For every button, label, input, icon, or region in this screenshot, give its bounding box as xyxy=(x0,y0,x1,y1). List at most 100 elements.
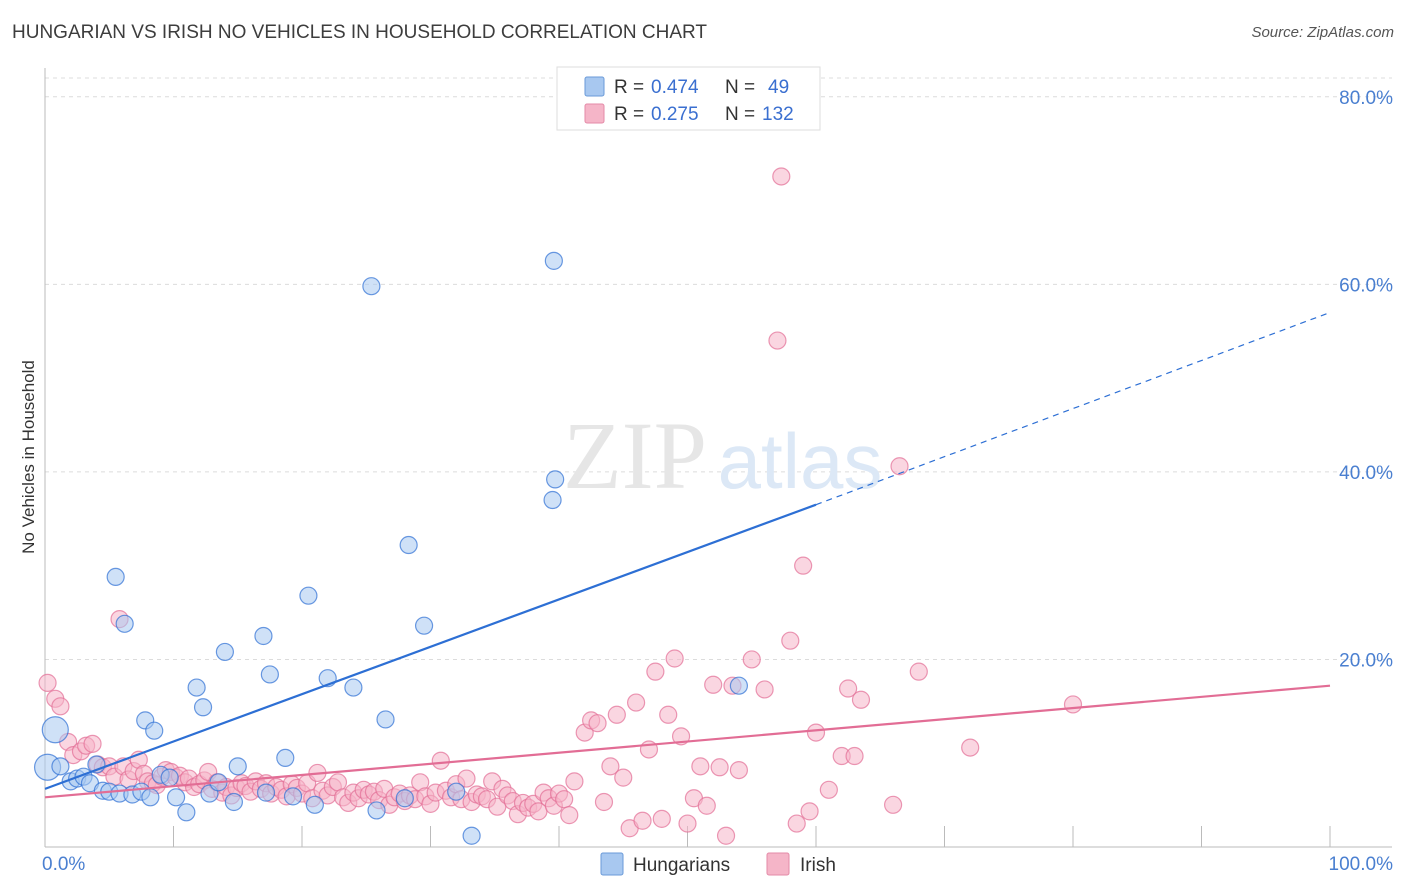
hungarian-trend-line xyxy=(44,503,817,790)
irish-point xyxy=(781,631,800,650)
chart-title: HUNGARIAN VS IRISH NO VEHICLES IN HOUSEH… xyxy=(12,22,708,43)
irish-point xyxy=(787,814,806,833)
irish-point xyxy=(614,768,633,787)
irish-point xyxy=(633,811,652,830)
hungarian-point xyxy=(729,676,749,695)
hungarian-point xyxy=(51,757,70,776)
irish-point xyxy=(794,556,813,575)
irish-point xyxy=(704,675,723,694)
irish-series xyxy=(38,167,1083,845)
hungarian-point xyxy=(254,626,273,646)
hungarian-point xyxy=(224,792,243,812)
hungarian-point xyxy=(299,586,318,605)
hungarian-point xyxy=(362,277,381,296)
irish-trend-line xyxy=(44,684,1331,799)
legend-n-label: N = xyxy=(725,104,755,125)
irish-point xyxy=(729,760,749,780)
irish-point xyxy=(626,693,646,712)
irish-point xyxy=(742,650,761,669)
y-axis-label: No Vehicles in Household xyxy=(19,360,38,554)
irish-point xyxy=(601,757,620,776)
y-tick-label: 20.0% xyxy=(1339,650,1393,671)
irish-point xyxy=(909,662,928,681)
y-tick-label: 80.0% xyxy=(1339,88,1393,109)
legend-bottom: Hungarians Irish xyxy=(600,852,836,876)
gridlines xyxy=(45,77,1392,660)
legend-swatch-hungarians xyxy=(600,852,624,876)
irish-point xyxy=(883,795,903,814)
irish-point xyxy=(800,802,819,821)
legend-r-value: 0.474 xyxy=(651,77,699,98)
irish-point xyxy=(716,826,736,845)
hungarian-point xyxy=(215,642,234,662)
tick-labels: 20.0% 40.0% 60.0% 80.0% 0.0% 100.0% xyxy=(42,88,1393,875)
irish-point xyxy=(607,705,626,724)
irish-point xyxy=(755,680,774,699)
irish-point xyxy=(819,780,838,799)
legend-r-label: R = xyxy=(614,77,644,98)
irish-point xyxy=(678,814,697,833)
legend-n-value: 132 xyxy=(762,104,794,125)
irish-point xyxy=(646,662,665,681)
hungarian-point xyxy=(141,788,160,807)
irish-point xyxy=(691,757,710,776)
irish-point xyxy=(768,331,787,350)
axes xyxy=(44,68,1392,848)
hungarian-point xyxy=(305,795,324,814)
x-tick-label: 0.0% xyxy=(42,854,85,875)
hungarian-point xyxy=(414,616,434,635)
watermark: ZIP atlas xyxy=(563,402,882,509)
hungarian-point xyxy=(41,716,69,744)
legend-row-irish: R = 0.275 N = 132 xyxy=(584,103,794,125)
legend-n-label: N = xyxy=(725,77,755,98)
hungarian-point xyxy=(395,789,414,808)
legend-label-irish: Irish xyxy=(800,855,836,876)
hungarian-point xyxy=(193,698,213,717)
legend-swatch-irish xyxy=(766,852,790,876)
hungarian-point xyxy=(260,665,279,684)
irish-point xyxy=(845,746,864,766)
legend-n-value: 49 xyxy=(768,77,789,98)
y-tick-label: 40.0% xyxy=(1339,463,1393,484)
y-tick-label: 60.0% xyxy=(1339,275,1393,296)
hungarian-trend-extension xyxy=(815,311,1331,506)
irish-point xyxy=(565,772,584,791)
irish-point xyxy=(890,457,909,476)
hungarian-point xyxy=(283,787,303,806)
hungarian-point xyxy=(276,748,295,768)
hungarian-point xyxy=(106,567,125,587)
hungarian-series xyxy=(33,251,749,845)
irish-point xyxy=(659,705,678,724)
irish-point xyxy=(560,806,579,825)
x-tick-label: 100.0% xyxy=(1329,854,1394,875)
hungarian-point xyxy=(177,803,196,822)
trend-lines xyxy=(44,311,1331,799)
watermark-atlas: atlas xyxy=(718,417,883,505)
irish-point xyxy=(851,690,871,709)
legend-top: R = 0.474 N = 49 R = 0.275 N = 132 xyxy=(556,66,821,131)
irish-point xyxy=(697,796,716,815)
irish-point xyxy=(665,649,684,668)
irish-point xyxy=(588,714,607,733)
hungarian-point xyxy=(145,721,164,740)
legend-r-value: 0.275 xyxy=(651,104,699,125)
hungarian-point xyxy=(166,788,186,807)
hungarian-point xyxy=(447,782,466,801)
watermark-zip: ZIP xyxy=(563,402,707,509)
hungarian-point xyxy=(543,490,562,510)
legend-row-hungarians: R = 0.474 N = 49 xyxy=(584,76,789,98)
irish-point xyxy=(51,697,70,716)
hungarian-point xyxy=(228,757,247,776)
irish-point xyxy=(457,769,476,788)
hungarian-point xyxy=(546,470,565,489)
irish-point xyxy=(652,809,671,828)
irish-point xyxy=(710,758,729,777)
hungarian-point xyxy=(399,535,418,555)
legend-swatch-hungarians xyxy=(584,76,605,97)
hungarian-point xyxy=(115,614,134,633)
legend-label-hungarians: Hungarians xyxy=(633,855,730,876)
irish-point xyxy=(961,738,980,757)
irish-point xyxy=(772,167,791,186)
legend-swatch-irish xyxy=(584,103,605,124)
